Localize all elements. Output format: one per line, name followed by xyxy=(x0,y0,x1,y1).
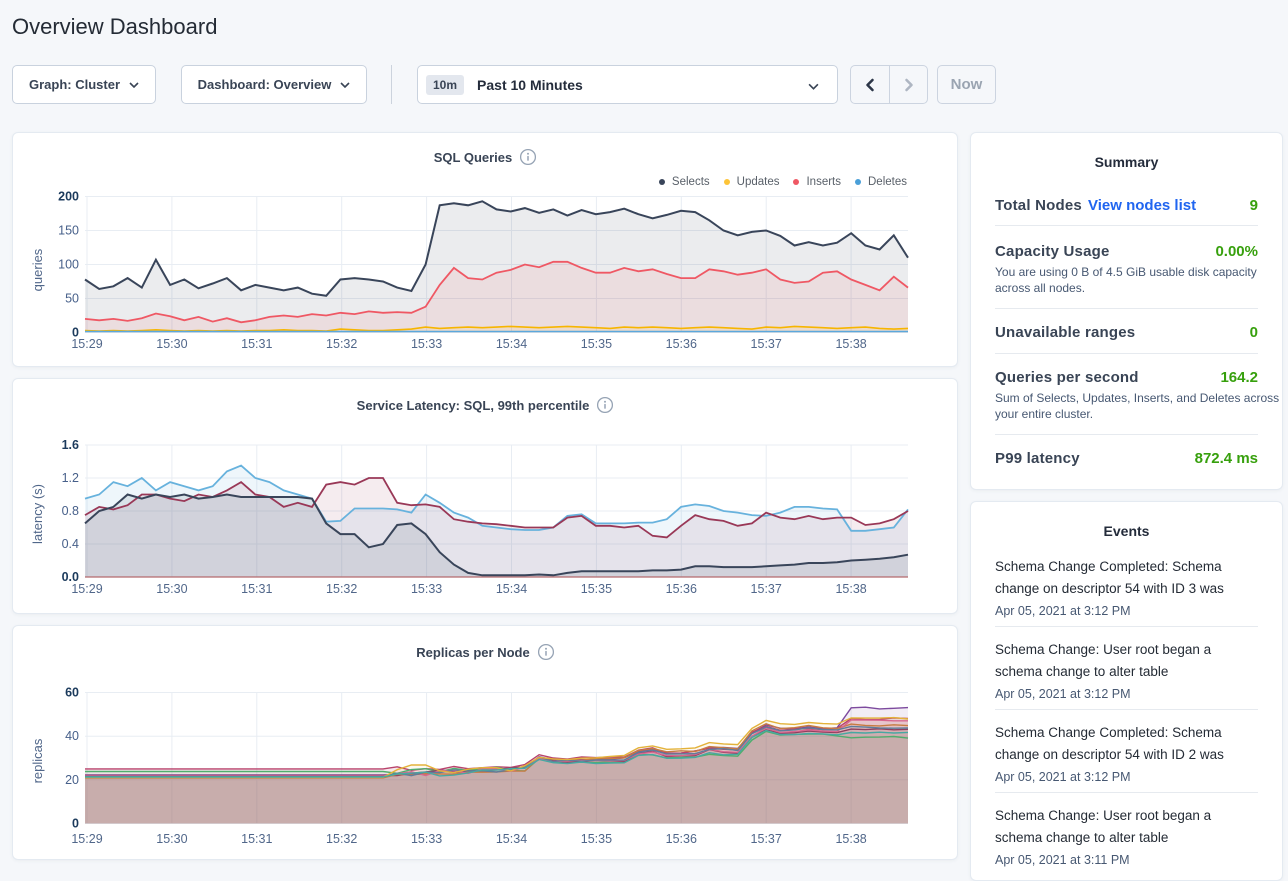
svg-text:15:29: 15:29 xyxy=(71,832,102,846)
svg-text:20: 20 xyxy=(65,773,79,787)
svg-text:15:30: 15:30 xyxy=(156,337,187,351)
svg-text:15:34: 15:34 xyxy=(496,832,527,846)
svg-text:60: 60 xyxy=(65,686,79,700)
svg-text:queries: queries xyxy=(30,248,45,291)
svg-text:15:37: 15:37 xyxy=(751,337,782,351)
svg-text:15:33: 15:33 xyxy=(411,832,442,846)
svg-text:100: 100 xyxy=(58,258,79,272)
svg-text:1.6: 1.6 xyxy=(62,438,79,452)
svg-text:1.2: 1.2 xyxy=(62,471,79,485)
svg-text:15:29: 15:29 xyxy=(71,337,102,351)
svg-text:15:32: 15:32 xyxy=(326,337,357,351)
svg-text:15:31: 15:31 xyxy=(241,337,272,351)
svg-text:150: 150 xyxy=(58,224,79,238)
svg-text:0.8: 0.8 xyxy=(62,504,79,518)
svg-text:40: 40 xyxy=(65,729,79,743)
svg-text:15:31: 15:31 xyxy=(241,582,272,596)
svg-text:replicas: replicas xyxy=(30,738,45,783)
svg-text:latency (s): latency (s) xyxy=(30,484,45,544)
svg-text:15:38: 15:38 xyxy=(835,582,866,596)
svg-text:15:37: 15:37 xyxy=(751,582,782,596)
svg-text:15:33: 15:33 xyxy=(411,582,442,596)
svg-text:15:34: 15:34 xyxy=(496,582,527,596)
svg-text:15:33: 15:33 xyxy=(411,337,442,351)
svg-text:15:30: 15:30 xyxy=(156,832,187,846)
svg-text:15:30: 15:30 xyxy=(156,582,187,596)
svg-text:0.4: 0.4 xyxy=(62,537,79,551)
svg-text:15:32: 15:32 xyxy=(326,832,357,846)
svg-text:200: 200 xyxy=(58,190,79,204)
svg-text:15:35: 15:35 xyxy=(581,832,612,846)
svg-text:15:35: 15:35 xyxy=(581,582,612,596)
svg-text:50: 50 xyxy=(65,292,79,306)
svg-text:15:36: 15:36 xyxy=(666,582,697,596)
svg-text:15:32: 15:32 xyxy=(326,582,357,596)
svg-text:15:38: 15:38 xyxy=(835,337,866,351)
svg-text:15:35: 15:35 xyxy=(581,337,612,351)
svg-text:15:37: 15:37 xyxy=(751,832,782,846)
svg-text:0.0: 0.0 xyxy=(62,570,79,584)
svg-text:15:36: 15:36 xyxy=(666,337,697,351)
svg-text:15:38: 15:38 xyxy=(835,832,866,846)
svg-text:15:36: 15:36 xyxy=(666,832,697,846)
svg-text:0: 0 xyxy=(72,326,79,340)
svg-text:0: 0 xyxy=(72,817,79,831)
svg-text:15:29: 15:29 xyxy=(71,582,102,596)
svg-text:15:31: 15:31 xyxy=(241,832,272,846)
svg-text:15:34: 15:34 xyxy=(496,337,527,351)
